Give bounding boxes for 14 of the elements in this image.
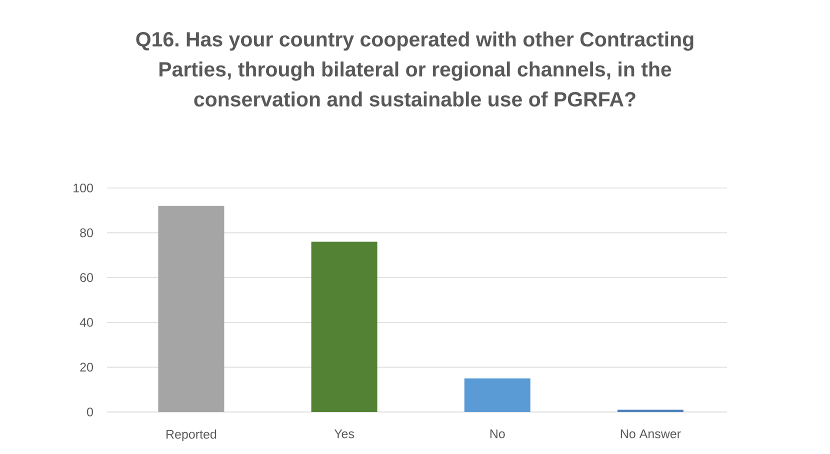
y-tick-label: 60: [80, 273, 93, 282]
x-tick-label: Reported: [166, 430, 216, 442]
y-tick-label: 100: [74, 184, 93, 192]
x-tick-label: Yes: [334, 430, 354, 438]
y-tick-label: 0: [87, 408, 93, 416]
x-tick-label: No: [490, 430, 505, 438]
bar: [311, 242, 378, 412]
y-tick-label: 80: [80, 228, 93, 238]
bar: [464, 378, 530, 412]
bar: [158, 206, 224, 412]
chart-title: Q16. Has your country cooperated with other Contracting Parties, through bilateral or regional channels, in the conservation and sustainable use of PGRFA?: [136, 32, 694, 107]
y-tick-label: 20: [80, 362, 93, 372]
x-tick-label: No Answer: [620, 430, 681, 438]
y-tick-label: 40: [80, 318, 93, 327]
